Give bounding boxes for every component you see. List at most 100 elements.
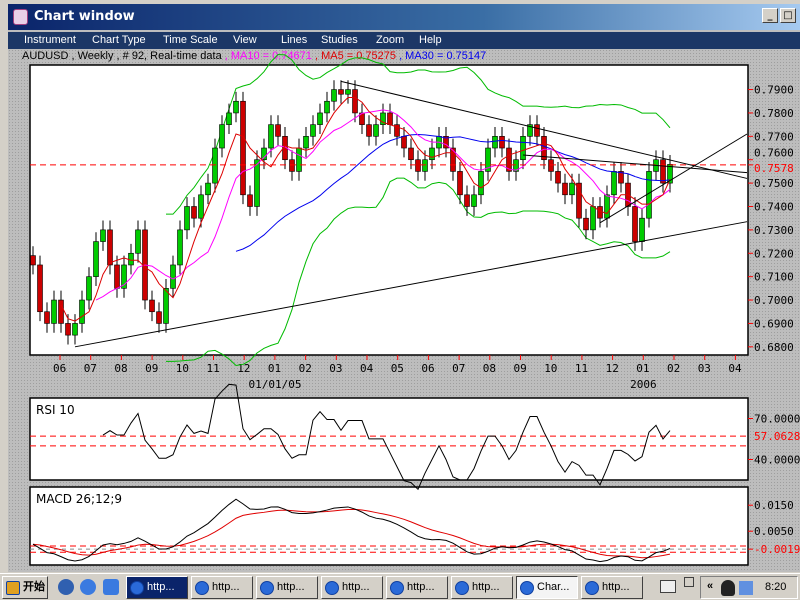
- y-tick-label: 0.6900: [754, 317, 794, 330]
- candle: [422, 159, 428, 172]
- candle: [324, 100, 330, 114]
- ie-page-icon: [260, 581, 274, 595]
- show-desktop-icon[interactable]: [684, 577, 694, 587]
- menu-zoom[interactable]: Zoom: [376, 34, 405, 46]
- minimize-button[interactable]: _: [762, 8, 778, 23]
- candle: [114, 264, 120, 289]
- x-tick-label: 02: [299, 362, 312, 375]
- price-chart[interactable]: 0.7900 0.7800 0.7700 0.7600 0.7500 0.7400 0.73…: [0, 0, 800, 572]
- x-tick-label: 07: [84, 362, 97, 375]
- outlook-icon[interactable]: [103, 579, 119, 595]
- candle: [163, 288, 169, 324]
- taskbar-task[interactable]: http...: [191, 576, 253, 599]
- qq-icon[interactable]: [721, 580, 735, 596]
- media-player-icon[interactable]: [58, 579, 74, 595]
- candle: [597, 206, 603, 219]
- candle: [296, 147, 302, 172]
- rsi-tick-label: 40.0000: [754, 454, 800, 467]
- candle: [401, 136, 407, 149]
- x-tick-label: 02: [667, 362, 680, 375]
- candle: [65, 323, 71, 336]
- symbol-info: AUDUSD , Weekly , # 92, Real-time data: [22, 50, 225, 62]
- candle: [275, 124, 281, 137]
- network-icon[interactable]: [739, 581, 753, 595]
- menu-lines[interactable]: Lines: [281, 34, 308, 46]
- ie-icon[interactable]: [80, 579, 96, 595]
- candle: [121, 264, 127, 289]
- keyboard-icon[interactable]: [660, 580, 676, 593]
- candle: [548, 159, 554, 172]
- reference-label: 0.7578: [754, 162, 794, 175]
- taskbar-task[interactable]: http...: [126, 576, 188, 599]
- x-tick-label: 06: [53, 362, 66, 375]
- y-tick-label: 0.6800: [754, 341, 794, 354]
- candle: [639, 217, 645, 242]
- price-panel: [29, 64, 749, 356]
- candle: [520, 136, 526, 161]
- y-tick-label: 0.7300: [754, 224, 794, 237]
- candle: [37, 264, 43, 313]
- taskbar-task[interactable]: http...: [386, 576, 448, 599]
- x-tick-label: 09: [145, 362, 158, 375]
- ie-page-icon: [585, 581, 599, 595]
- x-tick-label: 01: [268, 362, 281, 375]
- taskbar-task[interactable]: http...: [321, 576, 383, 599]
- candle: [72, 323, 78, 336]
- menu-studies[interactable]: Studies: [321, 34, 358, 46]
- macd-tick-label: 0.0150: [754, 499, 794, 512]
- candle: [44, 311, 50, 324]
- ma10-value: , MA10 = 0.74671: [224, 50, 312, 62]
- x-tick-label: 05: [391, 362, 404, 375]
- x-sublabel: 01/01/05: [249, 378, 302, 391]
- ma10-line: [95, 109, 671, 301]
- candle: [226, 112, 232, 125]
- x-tick-label: 03: [698, 362, 711, 375]
- candle: [254, 159, 260, 207]
- candle: [380, 112, 386, 125]
- taskbar-task[interactable]: http...: [581, 576, 643, 599]
- menu-help[interactable]: Help: [419, 34, 442, 46]
- candle: [562, 182, 568, 196]
- candle: [156, 311, 162, 324]
- task-label: Char...: [537, 581, 570, 593]
- start-button[interactable]: 开始: [2, 576, 48, 599]
- ma30-line: [235, 134, 671, 252]
- clock[interactable]: 8:20: [765, 581, 787, 593]
- maximize-button[interactable]: □: [780, 8, 796, 23]
- x-tick-label: 08: [114, 362, 127, 375]
- tray-expand-chevron[interactable]: «: [707, 580, 714, 592]
- candle: [247, 194, 253, 207]
- menu-view[interactable]: View: [233, 34, 257, 46]
- candle: [352, 89, 358, 114]
- app-icon: [13, 9, 28, 25]
- candle: [576, 182, 582, 219]
- x-tick-label: 08: [483, 362, 496, 375]
- candle: [541, 136, 547, 161]
- menu-time-scale[interactable]: Time Scale: [163, 34, 218, 46]
- ie-page-icon: [130, 581, 144, 595]
- task-label: http...: [407, 581, 435, 593]
- menu-chart-type[interactable]: Chart Type: [92, 34, 146, 46]
- task-label: http...: [277, 581, 305, 593]
- taskbar-task[interactable]: http...: [256, 576, 318, 599]
- x-tick-label: 11: [575, 362, 588, 375]
- candle: [310, 124, 316, 137]
- candle: [590, 206, 596, 231]
- candle: [317, 112, 323, 125]
- menu-instrument[interactable]: Instrument: [24, 34, 76, 46]
- y-tick-label: 0.7700: [754, 130, 794, 143]
- y-tick-label: 0.7100: [754, 271, 794, 284]
- bollinger-upper: [166, 54, 671, 215]
- candle: [128, 252, 134, 266]
- x-tick-label: 04: [360, 362, 374, 375]
- rsi-tick-label: 70.0000: [754, 413, 800, 426]
- rsi-panel: [29, 397, 749, 481]
- system-tray: « 8:20: [700, 576, 798, 599]
- macd-panel: [29, 486, 749, 566]
- candle: [492, 136, 498, 149]
- taskbar-task[interactable]: Char...: [516, 576, 578, 599]
- taskbar-task[interactable]: http...: [451, 576, 513, 599]
- ie-page-icon: [195, 581, 209, 595]
- x-tick-label: 06: [421, 362, 434, 375]
- x-tick-label: 03: [329, 362, 342, 375]
